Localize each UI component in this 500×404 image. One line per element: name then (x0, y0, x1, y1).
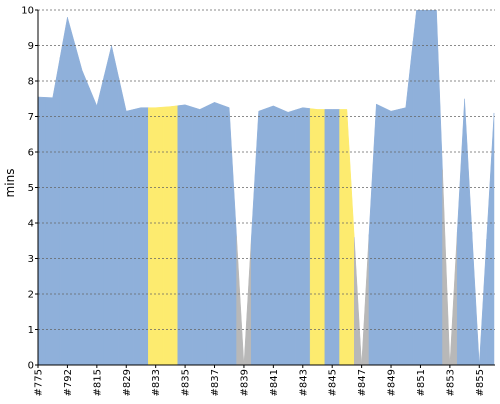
area-segment (383, 107, 399, 365)
x-tick-label: #855 (475, 369, 486, 396)
x-tick-label: #829 (122, 369, 133, 396)
area-segment (192, 105, 208, 365)
area-segment (177, 104, 193, 365)
y-tick-label: 1 (28, 325, 34, 336)
x-tick-label: #775 (34, 369, 45, 396)
x-tick-label: #833 (151, 369, 162, 396)
area-segment (442, 169, 458, 365)
area-segment (59, 17, 76, 365)
area-segment (471, 231, 487, 365)
x-tick-label: #853 (445, 369, 456, 396)
area-segment (162, 105, 178, 365)
y-tick-label: 7 (28, 112, 34, 123)
area-segment (309, 108, 326, 365)
x-tick-label: #851 (416, 369, 427, 396)
area-segment (324, 109, 340, 365)
area-segment (295, 107, 311, 365)
grid (38, 9, 495, 366)
area-segment (221, 104, 237, 365)
area-segment (74, 43, 90, 365)
area-segment (427, 10, 443, 365)
area-segment (280, 108, 296, 365)
y-tick-label: 4 (28, 219, 34, 230)
x-tick-label: #845 (328, 369, 339, 396)
x-tick-label: #839 (239, 369, 250, 396)
x-tick-label: #792 (63, 369, 74, 396)
area-segment (412, 10, 429, 365)
area-segment (265, 105, 281, 365)
area-segment (133, 107, 149, 365)
area-segment (486, 112, 495, 365)
x-tick-label: #815 (92, 369, 103, 396)
y-tick-label: 0 (28, 361, 34, 372)
x-tick-label: #841 (269, 369, 280, 396)
area-segment (148, 106, 164, 365)
area-segment (456, 98, 473, 365)
plot-area (38, 10, 495, 365)
area-segment (368, 103, 384, 365)
x-tick-label: #835 (181, 369, 192, 396)
area-segment (251, 108, 267, 365)
y-tick-label: 2 (28, 290, 34, 301)
y-tick-label: 5 (28, 183, 34, 194)
area-segment (118, 78, 134, 365)
area-segment (38, 96, 46, 365)
area-segment (236, 236, 252, 365)
area-segment (89, 75, 105, 365)
area-segment (398, 41, 414, 365)
y-axis-label: mins (3, 169, 17, 198)
area-segment (45, 57, 61, 365)
area-segment (206, 102, 223, 365)
area-segment (354, 234, 370, 365)
area-segment (339, 109, 355, 365)
x-tick-label: #849 (387, 369, 398, 396)
x-tick-label: #847 (357, 369, 368, 396)
y-tick-label: 10 (21, 6, 34, 17)
x-tick-label: #843 (298, 369, 309, 396)
y-tick-label: 3 (28, 254, 34, 265)
area-segment (103, 45, 120, 365)
y-tick-label: 9 (28, 41, 34, 52)
x-tick-label: #837 (210, 369, 221, 396)
y-tick-label: 8 (28, 77, 34, 88)
y-tick-label: 6 (28, 148, 34, 159)
